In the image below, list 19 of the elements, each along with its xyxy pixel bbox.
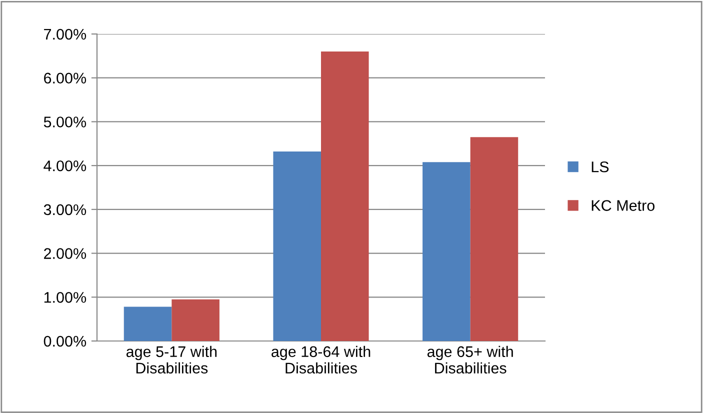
x-tick-label: age 65+ with Disabilities xyxy=(427,346,513,374)
bar xyxy=(321,52,369,341)
bar xyxy=(273,152,321,341)
bar xyxy=(470,137,518,341)
x-tick-label: age 18-64 with Disabilities xyxy=(272,346,370,374)
bar xyxy=(422,162,470,341)
legend-label: KC Metro xyxy=(592,200,655,211)
bar xyxy=(124,306,172,341)
y-tick-label: 0.00% xyxy=(44,336,86,347)
bar xyxy=(172,299,220,341)
y-tick-label: 4.00% xyxy=(44,160,86,172)
y-tick-label: 2.00% xyxy=(44,248,86,259)
y-tick-label: 5.00% xyxy=(44,116,86,128)
y-tick-label: 1.00% xyxy=(44,292,86,303)
y-tick-label: 7.00% xyxy=(44,28,86,40)
legend-label: LS xyxy=(592,161,609,172)
x-tick-label: age 5-17 with Disabilities xyxy=(126,346,217,374)
y-tick-label: 6.00% xyxy=(44,72,86,84)
y-tick-label: 3.00% xyxy=(44,204,86,216)
